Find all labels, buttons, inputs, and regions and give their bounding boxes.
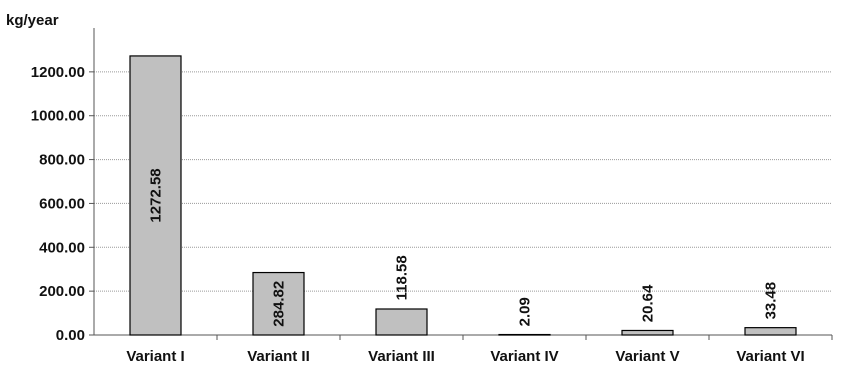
bar — [129, 55, 182, 336]
y-axis-unit-label: kg/year — [6, 12, 59, 29]
x-tick-label: Variant III — [368, 348, 435, 365]
data-label: 118.58 — [394, 255, 411, 300]
y-tick-label: 1000.00 — [31, 108, 85, 125]
data-label: 33.48 — [763, 282, 780, 320]
data-label: 1272.58 — [148, 168, 165, 222]
x-tick-label: Variant IV — [490, 348, 558, 365]
x-axis-categories: Variant I Variant II Variant III Variant IV… — [126, 348, 804, 365]
value-labels: 1272.58 284.82 118.58 2.09 20.64 33.48 — [148, 168, 780, 326]
data-label: 2.09 — [517, 297, 534, 326]
x-tick-label: Variant VI — [736, 348, 804, 365]
bar — [375, 308, 428, 336]
y-tick-label: 600.00 — [39, 195, 85, 212]
y-axis-ticks: 0.00 200.00 400.00 600.00 800.00 1000.00 1200.… — [31, 64, 94, 344]
y-tick-label: 200.00 — [39, 283, 85, 300]
bar — [744, 327, 797, 336]
bar — [621, 329, 674, 336]
bar — [252, 271, 305, 336]
y-tick-label: 400.00 — [39, 239, 85, 256]
x-tick-label: Variant V — [615, 348, 679, 365]
y-tick-label: 1200.00 — [31, 64, 85, 81]
y-tick-label: 800.00 — [39, 152, 85, 169]
y-tick-label: 0.00 — [56, 327, 85, 344]
gridlines — [94, 71, 832, 292]
data-label: 284.82 — [271, 281, 288, 327]
bar — [498, 333, 551, 336]
axes — [93, 28, 833, 340]
bars — [129, 55, 797, 336]
x-tick-label: Variant II — [247, 348, 310, 365]
x-tick-label: Variant I — [126, 348, 184, 365]
data-label: 20.64 — [640, 284, 657, 322]
